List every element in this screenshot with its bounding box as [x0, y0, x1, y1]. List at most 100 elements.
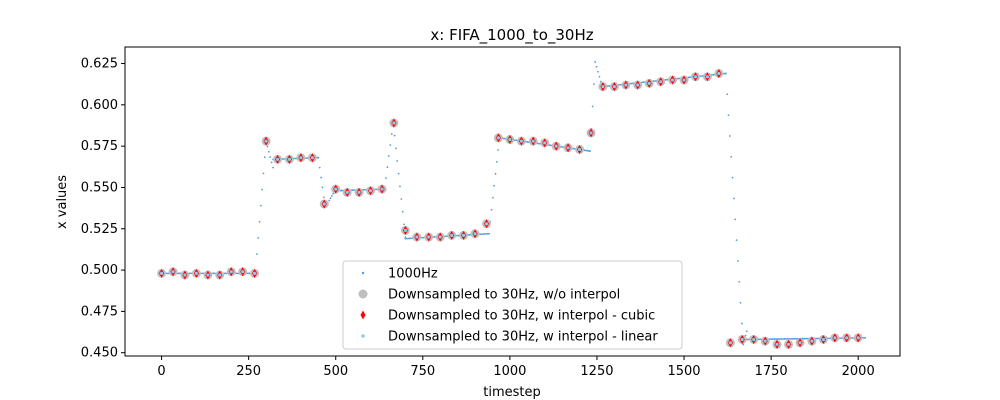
- point-linear: [740, 337, 744, 342]
- point-1000hz: [851, 337, 854, 339]
- point-1000hz: [591, 105, 594, 108]
- point-linear: [589, 131, 593, 135]
- point-linear: [833, 336, 837, 340]
- point-1000hz: [270, 161, 273, 164]
- point-1000hz: [321, 186, 324, 189]
- x-axis-ticks: 0 250 500 750 1000 1250 1500 1750 2000: [157, 356, 875, 379]
- point-1000hz: [305, 157, 307, 160]
- y-tick-label: 0.500: [81, 263, 118, 278]
- point-1000hz: [802, 337, 805, 340]
- point-1000hz: [400, 198, 403, 200]
- point-1000hz: [780, 338, 783, 340]
- point-1000hz: [332, 192, 335, 195]
- point-1000hz: [641, 81, 644, 84]
- point-1000hz: [320, 176, 323, 179]
- point-1000hz: [190, 272, 192, 275]
- y-tick-label: 0.450: [81, 346, 118, 361]
- point-1000hz: [322, 196, 325, 199]
- point-1000hz: [497, 148, 500, 151]
- point-linear: [636, 83, 640, 87]
- point-1000hz: [294, 157, 296, 160]
- point-1000hz: [584, 149, 587, 152]
- x-tick-label: 2000: [842, 364, 875, 379]
- point-1000hz: [786, 338, 789, 340]
- point-1000hz: [815, 337, 818, 340]
- point-1000hz: [769, 338, 772, 341]
- point-1000hz: [490, 208, 493, 211]
- point-1000hz: [267, 150, 270, 153]
- point-1000hz: [550, 144, 552, 147]
- y-axis-label: x values: [55, 175, 70, 229]
- point-1000hz: [730, 155, 733, 158]
- x-tick-label: 1500: [667, 364, 700, 379]
- point-linear: [786, 342, 791, 347]
- point-linear: [810, 339, 814, 343]
- point-linear: [275, 157, 280, 161]
- point-1000hz: [775, 338, 777, 340]
- point-linear: [345, 190, 349, 195]
- y-tick-label: 0.525: [81, 222, 118, 237]
- y-tick-label: 0.575: [81, 139, 118, 154]
- point-1000hz: [318, 166, 321, 169]
- plot-area: [157, 60, 867, 349]
- point-1000hz: [791, 337, 794, 340]
- point-1000hz: [225, 272, 227, 275]
- point-1000hz: [390, 133, 393, 135]
- point-1000hz: [351, 189, 354, 192]
- legend: 1000Hz Downsampled to 30Hz, w/o interpol D…: [342, 260, 683, 350]
- point-linear: [519, 139, 523, 143]
- point-1000hz: [266, 145, 269, 148]
- point-1000hz: [728, 135, 731, 137]
- point-linear: [845, 336, 849, 340]
- point-linear: [484, 222, 489, 226]
- point-linear: [183, 273, 187, 277]
- point-1000hz: [212, 272, 215, 275]
- legend-marker-no-interp: [358, 289, 368, 299]
- point-1000hz: [745, 330, 748, 333]
- point-1000hz: [526, 141, 529, 143]
- point-1000hz: [599, 80, 602, 83]
- point-1000hz: [784, 338, 787, 340]
- point-linear: [287, 157, 292, 161]
- point-1000hz: [502, 137, 505, 140]
- point-1000hz: [329, 197, 332, 200]
- point-linear: [821, 337, 825, 342]
- point-1000hz: [263, 156, 266, 159]
- point-1000hz: [468, 233, 471, 236]
- point-1000hz: [816, 337, 819, 340]
- point-1000hz: [393, 134, 396, 137]
- point-1000hz: [593, 83, 595, 86]
- point-linear: [531, 139, 535, 143]
- point-1000hz: [495, 160, 498, 163]
- point-1000hz: [386, 166, 389, 168]
- point-linear: [218, 273, 222, 277]
- point-1000hz: [422, 236, 425, 239]
- point-1000hz: [481, 233, 483, 236]
- point-1000hz: [488, 232, 490, 235]
- point-linear: [682, 78, 686, 82]
- point-1000hz: [805, 337, 808, 340]
- point-linear: [438, 235, 442, 239]
- point-1000hz: [548, 144, 551, 147]
- point-1000hz: [408, 237, 411, 240]
- point-1000hz: [735, 239, 738, 242]
- point-linear: [856, 336, 860, 340]
- point-1000hz: [594, 60, 597, 63]
- point-1000hz: [486, 232, 489, 235]
- point-linear: [380, 187, 384, 191]
- point-linear: [334, 187, 338, 191]
- point-1000hz: [283, 158, 285, 160]
- point-1000hz: [256, 253, 258, 255]
- point-linear: [194, 271, 199, 275]
- point-linear: [229, 270, 233, 274]
- point-1000hz: [281, 158, 284, 160]
- point-linear: [554, 144, 558, 148]
- point-1000hz: [494, 172, 497, 175]
- point-1000hz: [306, 157, 309, 160]
- legend-marker-cubic: [360, 310, 366, 320]
- point-linear: [601, 85, 605, 89]
- point-1000hz: [741, 322, 743, 325]
- point-linear: [206, 273, 210, 277]
